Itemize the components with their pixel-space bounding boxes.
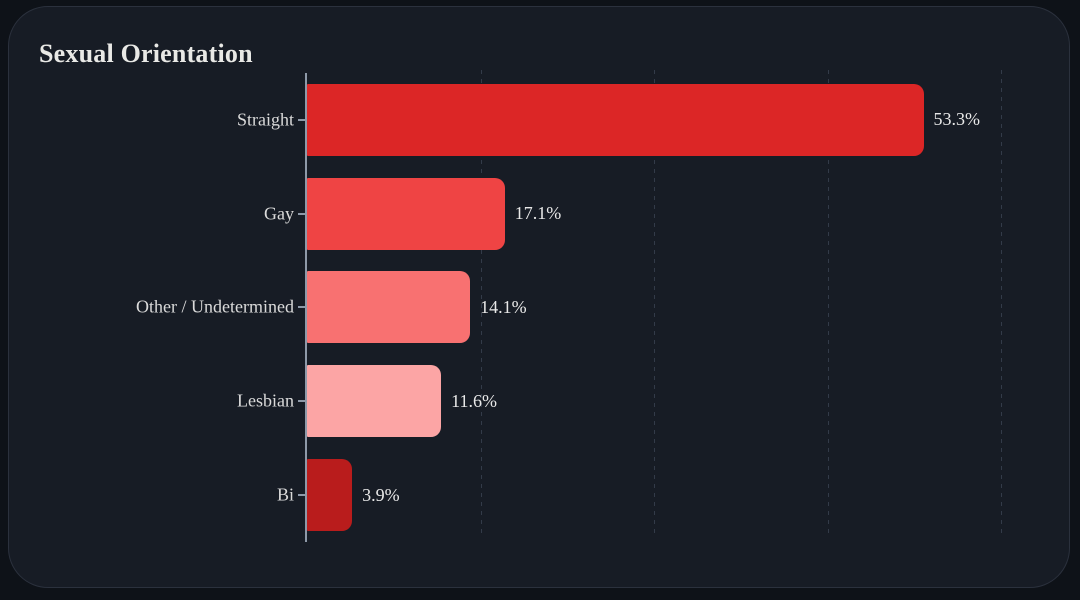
value-label: 3.9% bbox=[362, 484, 400, 505]
gridline bbox=[827, 70, 829, 538]
gridline bbox=[480, 70, 482, 538]
value-label: 11.6% bbox=[451, 390, 497, 411]
bar-row-straight: Straight 53.3% bbox=[237, 73, 1001, 167]
value-label: 53.3% bbox=[933, 109, 981, 130]
tick-mark bbox=[298, 118, 305, 121]
value-label: 14.1% bbox=[480, 296, 527, 317]
bar-gay bbox=[307, 177, 505, 250]
bar-rows: Straight 53.3% Gay 17.1% Other / Undeter… bbox=[136, 73, 1001, 542]
bar-row-bi: Bi 3.9% bbox=[277, 448, 1001, 542]
bar-row-other-undetermined: Other / Undetermined 14.1% bbox=[136, 261, 1001, 355]
category-label: Straight bbox=[237, 109, 294, 130]
y-axis-line bbox=[305, 73, 307, 542]
bar-bi bbox=[307, 459, 353, 532]
category-label: Bi bbox=[276, 484, 294, 505]
bar-row-gay: Gay 17.1% bbox=[264, 167, 1001, 261]
tick-mark bbox=[298, 212, 305, 215]
bar-straight bbox=[307, 83, 924, 156]
chart-card: Sexual Orientation Straight 53.3% Gay 17… bbox=[8, 6, 1070, 588]
plot-area: Straight 53.3% Gay 17.1% Other / Undeter… bbox=[136, 70, 1002, 542]
gridline bbox=[1001, 70, 1002, 538]
category-label: Other / Undetermined bbox=[136, 296, 294, 317]
bar-other-undetermined bbox=[307, 271, 471, 344]
value-label: 17.1% bbox=[514, 203, 562, 224]
tick-mark bbox=[298, 400, 305, 403]
gridline bbox=[654, 70, 655, 538]
tick-mark bbox=[298, 494, 305, 497]
category-label: Gay bbox=[264, 203, 294, 224]
chart-title: Sexual Orientation bbox=[39, 39, 253, 68]
bar-row-lesbian: Lesbian 11.6% bbox=[237, 354, 1001, 448]
category-label: Lesbian bbox=[237, 390, 294, 411]
tick-mark bbox=[298, 306, 305, 309]
bar-lesbian bbox=[307, 365, 442, 438]
